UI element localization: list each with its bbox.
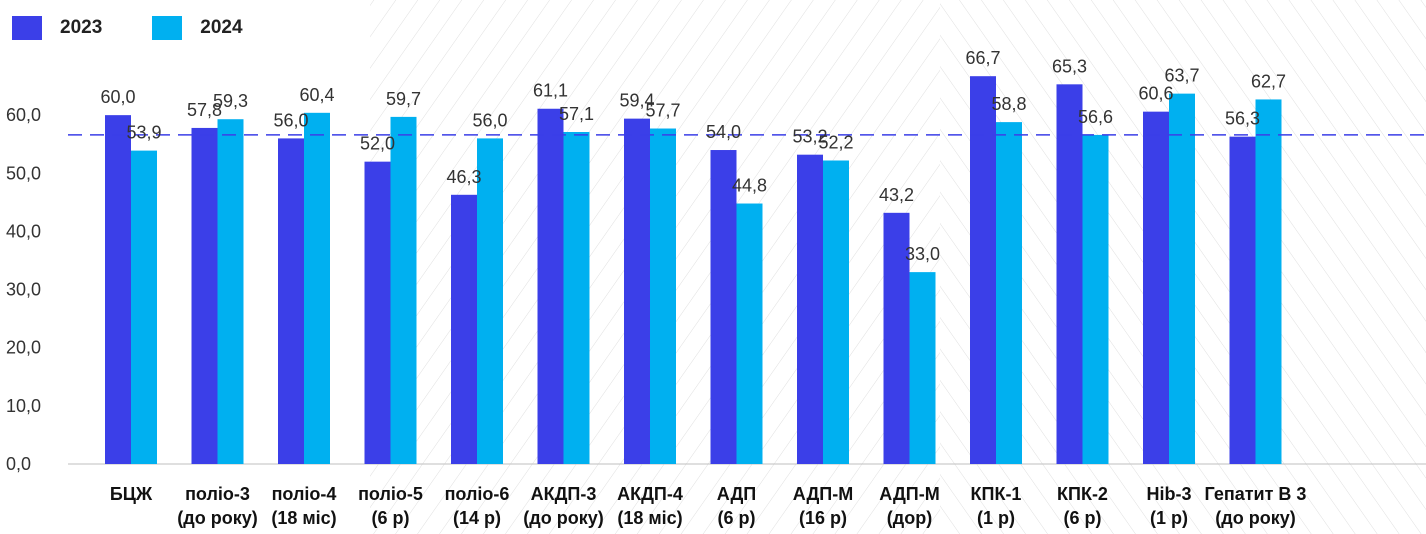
data-label-2024: 53,9 xyxy=(126,123,161,143)
data-label-2023: 60,6 xyxy=(1138,84,1173,104)
data-label-2024: 33,0 xyxy=(905,244,940,264)
data-label-2024: 52,2 xyxy=(818,132,853,152)
bar-2024 xyxy=(304,112,330,465)
legend-label-2024: 2024 xyxy=(200,17,243,38)
legend-item-2023: 2023 xyxy=(12,16,102,40)
bar-2023 xyxy=(710,150,737,464)
category-label: поліо-6 xyxy=(445,484,510,504)
data-label-2023: 66,7 xyxy=(965,48,1000,68)
data-label-2023: 57,8 xyxy=(187,100,222,120)
bar-2023 xyxy=(364,161,391,464)
data-label-2023: 53,2 xyxy=(792,127,827,147)
bar-2024 xyxy=(390,116,417,464)
category-label: поліо-5 xyxy=(358,484,423,504)
bar-2024 xyxy=(217,119,244,464)
bar-2023 xyxy=(1056,84,1083,464)
plot-area: 0,0 10,0 20,0 30,0 40,0 50,0 60,0 60,0 57,8 56,0 5… xyxy=(6,48,1426,528)
bar-2023 xyxy=(797,154,823,464)
data-label-2024: 63,7 xyxy=(1164,66,1199,86)
data-label-2023: 43,2 xyxy=(879,185,914,205)
data-label-2023: 52,0 xyxy=(360,134,395,154)
category-label: (18 міс) xyxy=(617,508,682,528)
data-label-2023: 60,0 xyxy=(100,87,135,107)
data-label-2024: 57,7 xyxy=(645,101,680,121)
category-label: (18 міс) xyxy=(271,508,336,528)
category-label: Гепатит В 3 xyxy=(1205,484,1307,504)
data-label-2023: 59,4 xyxy=(619,91,654,111)
y-tick-label: 0,0 xyxy=(6,454,31,474)
category-label: АДП-М xyxy=(793,484,853,504)
bar-2023 xyxy=(191,127,218,464)
y-tick-label: 50,0 xyxy=(6,163,41,183)
category-label: АДП-М xyxy=(879,484,939,504)
category-label: (6 р) xyxy=(1064,508,1102,528)
category-label: поліо-3 xyxy=(185,484,250,504)
data-label-2024: 56,0 xyxy=(472,110,507,130)
bar-2024 xyxy=(650,128,676,464)
legend-swatch-2023 xyxy=(12,16,42,40)
category-label: БЦЖ xyxy=(110,484,153,504)
y-tick-label: 20,0 xyxy=(6,338,41,358)
data-label-2023: 65,3 xyxy=(1052,56,1087,76)
bar-2024 xyxy=(909,272,936,464)
category-label: (14 р) xyxy=(453,508,501,528)
bar-2024 xyxy=(1082,134,1109,464)
bar-2024 xyxy=(736,203,763,464)
bar-2024 xyxy=(477,138,503,464)
data-label-2024: 59,3 xyxy=(213,91,248,111)
category-label: (до року) xyxy=(1215,508,1295,528)
bar-2023 xyxy=(105,115,131,465)
category-label: (до року) xyxy=(177,508,257,528)
legend-swatch-2024 xyxy=(152,16,183,40)
bar-2024 xyxy=(1169,93,1195,464)
category-label: поліо-4 xyxy=(272,484,337,504)
category-label: АКДП-3 xyxy=(531,484,597,504)
data-label-2024: 59,7 xyxy=(386,89,421,109)
bar-2023 xyxy=(537,108,564,465)
data-label-2024: 58,8 xyxy=(991,94,1026,114)
bar-2023 xyxy=(1143,111,1169,464)
legend-item-2024: 2024 xyxy=(152,16,243,40)
y-tick-label: 40,0 xyxy=(6,221,41,241)
data-label-2024: 62,7 xyxy=(1251,71,1286,91)
category-label: КПК-1 xyxy=(971,484,1022,504)
y-tick-label: 60,0 xyxy=(6,105,41,125)
data-label-2023: 56,0 xyxy=(273,110,308,130)
bar-2023 xyxy=(1229,136,1256,465)
bar-2023 xyxy=(624,118,650,464)
category-label: (6 р) xyxy=(372,508,410,528)
bar-2024 xyxy=(996,122,1022,465)
data-label-2024: 60,4 xyxy=(299,85,334,105)
category-label: (1 р) xyxy=(1150,508,1188,528)
bar-2024 xyxy=(131,150,157,465)
data-label-2024: 56,6 xyxy=(1078,107,1113,127)
data-label-2023: 61,1 xyxy=(533,81,568,101)
data-label-2023: 46,3 xyxy=(446,167,481,187)
category-label: (6 р) xyxy=(718,508,756,528)
bar-2023 xyxy=(278,138,304,464)
y-tick-label: 10,0 xyxy=(6,396,41,416)
category-label: АКДП-4 xyxy=(617,484,683,504)
category-label: (до року) xyxy=(523,508,603,528)
category-label: АДП xyxy=(717,484,756,504)
category-label: КПК-2 xyxy=(1057,484,1108,504)
category-label: (16 р) xyxy=(799,508,847,528)
data-label-2024: 57,1 xyxy=(559,104,594,124)
legend-label-2023: 2023 xyxy=(60,17,103,38)
category-label: Hib-3 xyxy=(1147,484,1192,504)
bar-2023 xyxy=(883,212,910,464)
bar-2024 xyxy=(563,132,590,465)
legend: 2023 2024 xyxy=(12,16,293,40)
bar-2024 xyxy=(1255,99,1282,465)
y-tick-label: 30,0 xyxy=(6,280,41,300)
data-label-2023: 56,3 xyxy=(1225,109,1260,129)
bar-2023 xyxy=(451,194,477,464)
data-label-2024: 44,8 xyxy=(732,176,767,196)
category-label: (дор) xyxy=(887,508,932,528)
bar-2024 xyxy=(823,160,849,464)
bar-2023 xyxy=(970,76,996,465)
category-label: (1 р) xyxy=(977,508,1015,528)
data-label-2023: 54,0 xyxy=(706,122,741,142)
